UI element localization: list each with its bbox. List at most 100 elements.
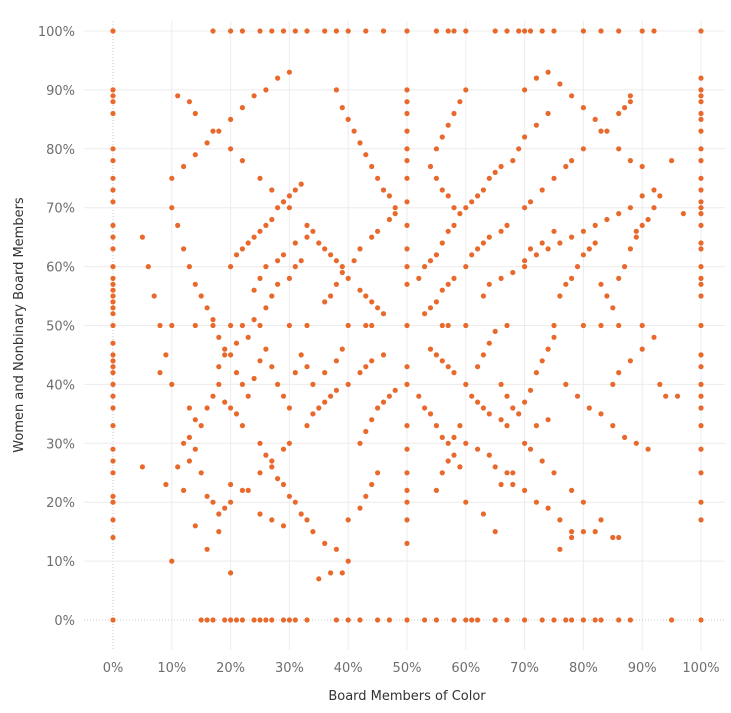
data-point[interactable] bbox=[539, 28, 545, 34]
data-point[interactable] bbox=[580, 146, 587, 152]
data-point[interactable] bbox=[404, 499, 410, 505]
data-point[interactable] bbox=[633, 228, 639, 234]
data-point[interactable] bbox=[333, 617, 339, 623]
data-point[interactable] bbox=[598, 281, 604, 287]
data-point[interactable] bbox=[392, 387, 398, 393]
data-point[interactable] bbox=[698, 381, 704, 387]
data-point[interactable] bbox=[698, 405, 704, 411]
data-point[interactable] bbox=[580, 322, 587, 329]
data-point[interactable] bbox=[498, 275, 504, 281]
data-point[interactable] bbox=[228, 481, 234, 488]
data-point[interactable] bbox=[698, 128, 704, 134]
data-point[interactable] bbox=[169, 558, 175, 564]
data-point[interactable] bbox=[616, 110, 622, 117]
data-point[interactable] bbox=[492, 617, 498, 623]
data-point[interactable] bbox=[245, 334, 251, 340]
data-point[interactable] bbox=[404, 470, 410, 476]
data-point[interactable] bbox=[463, 499, 469, 505]
data-point[interactable] bbox=[210, 617, 216, 623]
data-point[interactable] bbox=[698, 110, 704, 117]
data-point[interactable] bbox=[469, 199, 475, 205]
data-point[interactable] bbox=[457, 211, 463, 217]
data-point[interactable] bbox=[257, 28, 263, 34]
data-point[interactable] bbox=[604, 128, 610, 134]
data-point[interactable] bbox=[110, 358, 116, 364]
data-point[interactable] bbox=[257, 470, 263, 476]
data-point[interactable] bbox=[257, 440, 263, 446]
data-point[interactable] bbox=[698, 352, 704, 358]
data-point[interactable] bbox=[604, 293, 610, 299]
data-point[interactable] bbox=[622, 105, 628, 111]
data-point[interactable] bbox=[269, 617, 275, 623]
data-point[interactable] bbox=[663, 393, 669, 399]
data-point[interactable] bbox=[698, 222, 704, 228]
data-point[interactable] bbox=[169, 381, 175, 387]
data-point[interactable] bbox=[192, 110, 198, 117]
data-point[interactable] bbox=[404, 381, 410, 387]
data-point[interactable] bbox=[522, 440, 528, 446]
data-point[interactable] bbox=[304, 517, 310, 523]
data-point[interactable] bbox=[110, 234, 116, 240]
data-point[interactable] bbox=[539, 240, 545, 246]
data-point[interactable] bbox=[210, 317, 216, 323]
data-point[interactable] bbox=[192, 417, 198, 423]
data-point[interactable] bbox=[404, 364, 410, 370]
data-point[interactable] bbox=[204, 617, 210, 623]
data-point[interactable] bbox=[551, 28, 557, 34]
data-point[interactable] bbox=[339, 105, 345, 111]
data-point[interactable] bbox=[439, 287, 445, 293]
data-point[interactable] bbox=[345, 517, 351, 523]
data-point[interactable] bbox=[527, 246, 534, 252]
data-point[interactable] bbox=[598, 322, 604, 329]
data-point[interactable] bbox=[533, 122, 540, 128]
data-point[interactable] bbox=[557, 517, 563, 523]
data-point[interactable] bbox=[522, 87, 528, 93]
data-point[interactable] bbox=[239, 617, 245, 623]
data-point[interactable] bbox=[533, 252, 540, 258]
data-point[interactable] bbox=[110, 299, 116, 305]
data-point[interactable] bbox=[569, 617, 575, 623]
data-point[interactable] bbox=[110, 199, 116, 205]
data-point[interactable] bbox=[545, 505, 551, 511]
data-point[interactable] bbox=[204, 140, 210, 146]
data-point[interactable] bbox=[110, 423, 116, 429]
data-point[interactable] bbox=[298, 352, 304, 358]
data-point[interactable] bbox=[345, 116, 351, 122]
data-point[interactable] bbox=[698, 470, 704, 476]
data-point[interactable] bbox=[522, 134, 528, 140]
data-point[interactable] bbox=[433, 299, 439, 305]
data-point[interactable] bbox=[210, 499, 216, 505]
data-point[interactable] bbox=[210, 393, 216, 399]
data-point[interactable] bbox=[539, 187, 545, 193]
data-point[interactable] bbox=[110, 311, 116, 317]
data-point[interactable] bbox=[445, 28, 451, 34]
data-point[interactable] bbox=[322, 399, 328, 405]
data-point[interactable] bbox=[351, 258, 357, 264]
data-point[interactable] bbox=[310, 228, 316, 234]
data-point[interactable] bbox=[222, 505, 228, 511]
data-point[interactable] bbox=[516, 411, 522, 417]
data-point[interactable] bbox=[539, 458, 545, 464]
data-point[interactable] bbox=[510, 269, 516, 276]
data-point[interactable] bbox=[475, 446, 481, 452]
data-point[interactable] bbox=[522, 28, 528, 34]
data-point[interactable] bbox=[492, 328, 498, 334]
data-point[interactable] bbox=[657, 193, 663, 199]
data-point[interactable] bbox=[204, 493, 210, 499]
data-point[interactable] bbox=[375, 175, 381, 181]
data-point[interactable] bbox=[257, 511, 263, 517]
data-point[interactable] bbox=[416, 393, 422, 399]
data-point[interactable] bbox=[110, 281, 116, 287]
data-point[interactable] bbox=[669, 158, 675, 164]
data-point[interactable] bbox=[557, 240, 563, 246]
data-point[interactable] bbox=[286, 405, 292, 411]
data-point[interactable] bbox=[345, 28, 351, 34]
data-point[interactable] bbox=[698, 393, 704, 399]
data-point[interactable] bbox=[580, 28, 587, 34]
data-point[interactable] bbox=[263, 305, 269, 311]
data-point[interactable] bbox=[498, 481, 504, 488]
data-point[interactable] bbox=[480, 293, 486, 299]
data-point[interactable] bbox=[457, 423, 463, 429]
data-point[interactable] bbox=[369, 234, 375, 240]
data-point[interactable] bbox=[110, 110, 116, 117]
